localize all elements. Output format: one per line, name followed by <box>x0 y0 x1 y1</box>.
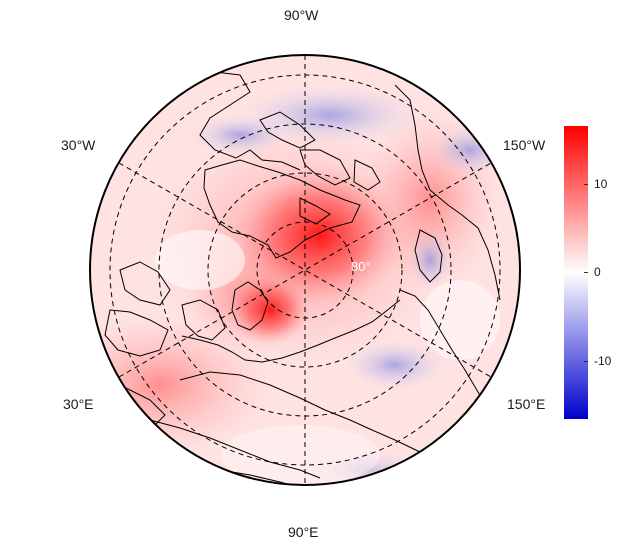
coastlines <box>104 71 501 485</box>
colorbar-tick-label: 0 <box>594 265 601 279</box>
lon-label-90e: 90°E <box>288 524 319 540</box>
lon-label-150e: 150°E <box>507 396 546 412</box>
map-boundary <box>89 54 521 486</box>
colorbar-tick-label: 10 <box>594 177 608 191</box>
colorbar-tick-mark <box>584 361 588 362</box>
lon-label-90w: 90°W <box>284 7 319 23</box>
colorbar-tick-label: -10 <box>594 354 612 368</box>
lat-label-80: 80° <box>351 259 371 274</box>
lon-label-150w: 150°W <box>503 137 546 153</box>
anomaly-field <box>90 55 520 485</box>
lon-label-30w: 30°W <box>61 137 96 153</box>
colorbar-tick-mark <box>584 272 588 273</box>
lon-label-30e: 30°E <box>63 396 94 412</box>
colorbar-tick-mark <box>584 184 588 185</box>
